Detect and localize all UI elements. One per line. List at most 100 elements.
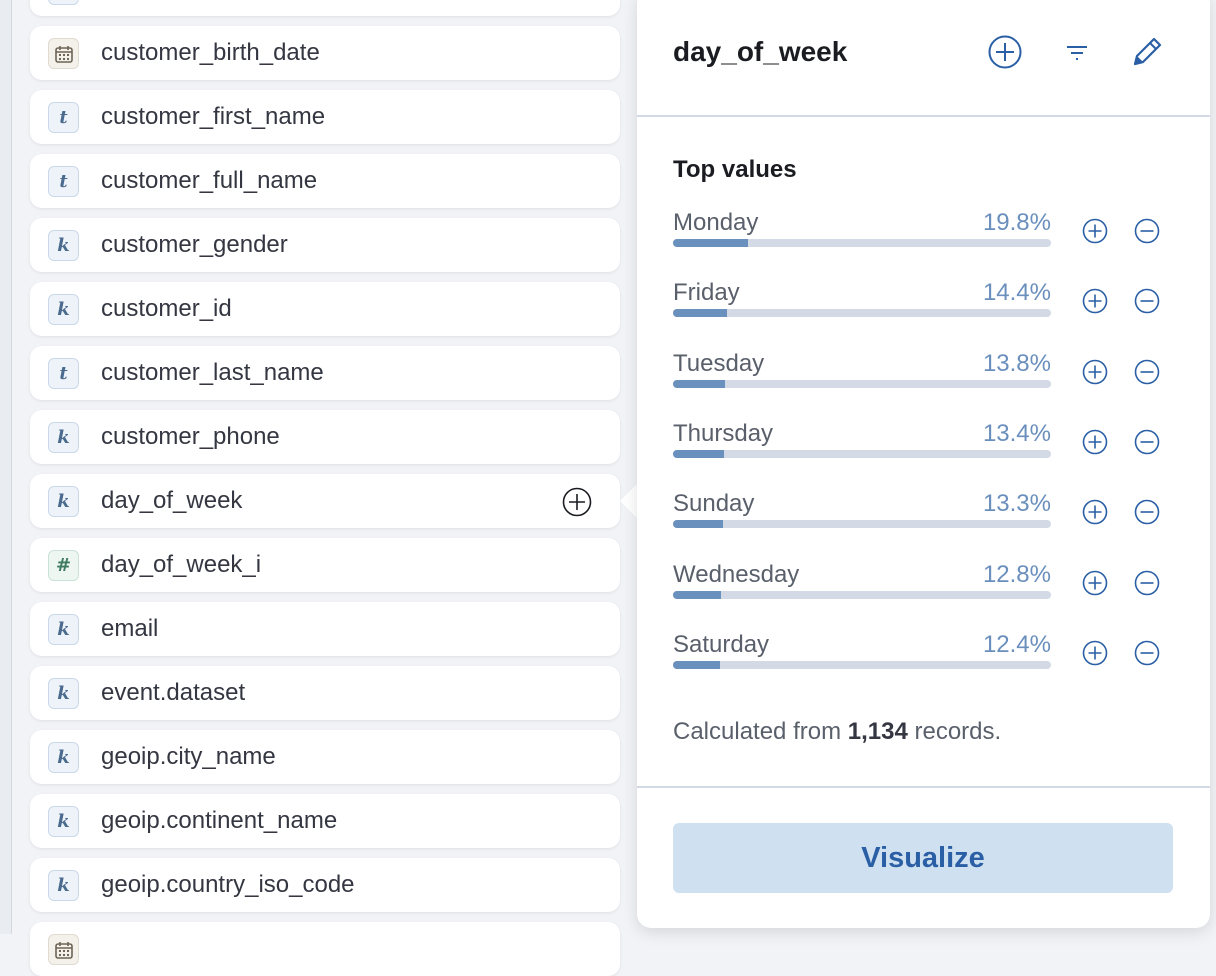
field-item[interactable]: k day_of_week [30, 474, 620, 528]
keyword-type-icon: k [48, 678, 79, 709]
popover-arrow [620, 483, 638, 519]
field-item[interactable]: k event.dataset [30, 666, 620, 720]
filter-out-value-icon[interactable] [1133, 639, 1161, 667]
field-name: event.dataset [101, 679, 246, 706]
filter-for-value-icon[interactable] [1081, 358, 1109, 386]
top-value-bar [673, 590, 1051, 599]
text-type-icon: t [48, 102, 79, 133]
field-name: customer_full_name [101, 167, 318, 194]
field-name: customer_birth_date [101, 39, 320, 66]
number-type-icon: # [48, 550, 79, 581]
top-value-label: Sunday [673, 490, 755, 518]
top-value-bar-fill [673, 660, 720, 669]
top-value-bar-fill [673, 520, 724, 529]
top-value-percent: 19.8% [982, 209, 1051, 236]
keyword-type-icon: k [48, 422, 79, 453]
field-name: email [101, 615, 159, 642]
calendar-type-icon [48, 934, 79, 965]
filter-out-value-icon[interactable] [1133, 498, 1161, 526]
field-item[interactable]: t customer_first_name [30, 90, 620, 144]
top-value-bar-fill [673, 309, 728, 318]
text-type-icon: t [48, 166, 79, 197]
footer-divider [637, 786, 1210, 788]
filter-out-value-icon[interactable] [1133, 569, 1161, 597]
keyword-type-icon: k [48, 294, 79, 325]
top-value-label: Wednesday [673, 560, 800, 588]
field-details-popover: day_of_week Top values Monday 19.8% Frid… [637, 0, 1210, 928]
field-item[interactable]: k geoip.city_name [30, 730, 620, 784]
top-value-row: Wednesday 12.8% [673, 561, 1173, 625]
top-value-label: Saturday [673, 630, 770, 658]
keyword-type-icon: k [48, 486, 79, 517]
text-type-icon: t [48, 358, 79, 389]
top-value-bar-fill [673, 379, 726, 388]
field-item[interactable]: k customer_id [30, 282, 620, 336]
field-item[interactable]: k [30, 0, 620, 16]
filter-for-value-icon[interactable] [1081, 639, 1109, 667]
keyword-type-icon: k [48, 870, 79, 901]
filter-for-value-icon[interactable] [1081, 498, 1109, 526]
top-value-bar-fill [673, 590, 722, 599]
field-item[interactable]: k email [30, 602, 620, 656]
field-name: day_of_week [101, 487, 243, 514]
top-value-percent: 14.4% [982, 279, 1051, 307]
top-value-row: Thursday 13.4% [673, 420, 1173, 484]
field-item[interactable]: k customer_phone [30, 410, 620, 464]
top-value-bar [673, 449, 1051, 458]
field-item[interactable]: customer_birth_date [30, 26, 620, 80]
top-value-row: Saturday 12.4% [673, 631, 1173, 695]
keyword-type-icon: k [48, 614, 79, 645]
visualize-button[interactable]: Visualize [673, 823, 1173, 893]
keyword-type-icon: k [48, 0, 79, 5]
field-item[interactable] [30, 922, 620, 976]
top-value-percent: 13.3% [982, 490, 1051, 518]
filter-for-value-icon[interactable] [1081, 287, 1109, 315]
field-name: customer_id [101, 295, 232, 322]
filter-for-value-icon[interactable] [1081, 428, 1109, 456]
field-item[interactable]: t customer_full_name [30, 154, 620, 208]
field-name: customer_phone [101, 423, 280, 450]
field-name: geoip.continent_name [101, 807, 338, 834]
field-name: geoip.city_name [101, 743, 276, 770]
calendar-type-icon [48, 38, 79, 69]
top-value-row: Friday 14.4% [673, 279, 1173, 343]
top-value-label: Thursday [673, 419, 774, 447]
field-item[interactable]: k geoip.continent_name [30, 794, 620, 848]
add-field-button-icon[interactable] [562, 487, 592, 517]
field-name: customer_gender [101, 231, 288, 258]
top-value-percent: 12.4% [982, 630, 1051, 658]
filter-for-value-icon[interactable] [1081, 217, 1109, 245]
top-value-row: Tuesday 13.8% [673, 350, 1173, 414]
top-values-label: Top values [673, 156, 797, 183]
filter-out-value-icon[interactable] [1133, 428, 1161, 456]
top-value-percent: 13.8% [982, 349, 1051, 377]
top-value-bar [673, 520, 1051, 529]
field-item[interactable]: k customer_gender [30, 218, 620, 272]
add-field-icon[interactable] [987, 34, 1023, 70]
top-value-label: Tuesday [673, 349, 765, 377]
top-value-percent: 12.8% [982, 560, 1051, 588]
top-value-bar [673, 379, 1051, 388]
top-value-bar-fill [673, 239, 748, 247]
keyword-type-icon: k [48, 806, 79, 837]
filter-for-value-icon[interactable] [1081, 569, 1109, 597]
field-name: customer_last_name [101, 359, 324, 386]
records-count: 1,134 [847, 718, 908, 745]
pencil-edit-icon[interactable] [1129, 34, 1165, 70]
keyword-type-icon: k [48, 230, 79, 261]
keyword-type-icon: k [48, 742, 79, 773]
top-value-percent: 13.4% [982, 419, 1051, 447]
field-item[interactable]: t customer_last_name [30, 346, 620, 400]
top-value-row: Sunday 13.3% [673, 490, 1173, 554]
filter-out-value-icon[interactable] [1133, 287, 1161, 315]
filter-out-value-icon[interactable] [1133, 358, 1161, 386]
field-item[interactable]: # day_of_week_i [30, 538, 620, 592]
filter-icon[interactable] [1059, 34, 1095, 70]
header-divider [637, 115, 1210, 117]
records-count-text: Calculated from 1,134 records. [673, 718, 1001, 746]
top-value-bar-fill [673, 449, 724, 458]
field-name: customer_first_name [101, 103, 326, 130]
field-name: day_of_week_i [101, 551, 262, 578]
filter-out-value-icon[interactable] [1133, 217, 1161, 245]
field-item[interactable]: k geoip.country_iso_code [30, 858, 620, 912]
